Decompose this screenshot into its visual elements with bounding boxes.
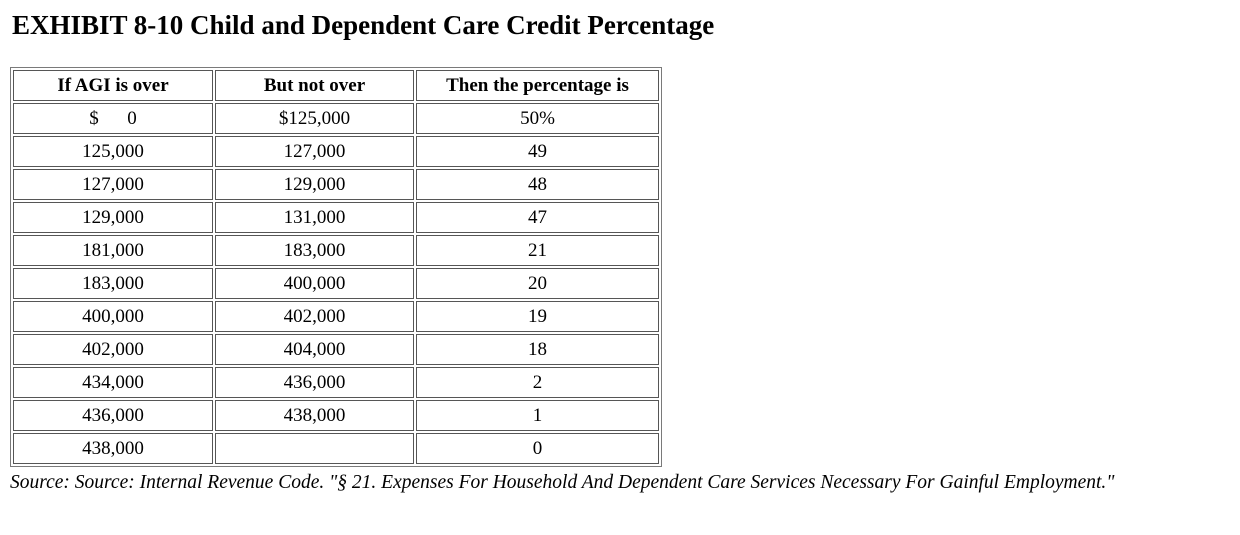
table-cell-agi-over: 436,000	[13, 400, 213, 431]
table-row: 400,000 402,000 19	[13, 301, 659, 332]
table-cell-percentage: 2	[416, 367, 659, 398]
column-header-but-not-over: But not over	[215, 70, 414, 101]
table-cell-agi-over: 438,000	[13, 433, 213, 464]
table-cell-agi-over: 434,000	[13, 367, 213, 398]
table-row: 129,000 131,000 47	[13, 202, 659, 233]
source-note: Source: Source: Internal Revenue Code. "…	[10, 472, 1115, 493]
table-cell-but-not-over: $125,000	[215, 103, 414, 134]
table-cell-percentage: 19	[416, 301, 659, 332]
table-cell-but-not-over: 183,000	[215, 235, 414, 266]
page-title: EXHIBIT 8-10 Child and Dependent Care Cr…	[12, 10, 715, 40]
table-cell-percentage: 18	[416, 334, 659, 365]
table-cell-but-not-over: 436,000	[215, 367, 414, 398]
table-cell-but-not-over	[215, 433, 414, 464]
table-row: 127,000 129,000 48	[13, 169, 659, 200]
table-row: 438,000 0	[13, 433, 659, 464]
table-row: 181,000 183,000 21	[13, 235, 659, 266]
table-cell-percentage: 49	[416, 136, 659, 167]
table-cell-agi-over: 127,000	[13, 169, 213, 200]
table-cell-percentage: 1	[416, 400, 659, 431]
table-cell-percentage: 50%	[416, 103, 659, 134]
table-cell-agi-over: 183,000	[13, 268, 213, 299]
table-row: 402,000 404,000 18	[13, 334, 659, 365]
table-cell-percentage: 47	[416, 202, 659, 233]
table-cell-percentage: 48	[416, 169, 659, 200]
table-cell-agi-over: 402,000	[13, 334, 213, 365]
table-cell-agi-over: 400,000	[13, 301, 213, 332]
table-cell-agi-over: $ 0	[13, 103, 213, 134]
table-cell-but-not-over: 402,000	[215, 301, 414, 332]
table-cell-but-not-over: 400,000	[215, 268, 414, 299]
table-cell-percentage: 0	[416, 433, 659, 464]
column-header-agi-over: If AGI is over	[13, 70, 213, 101]
table-cell-but-not-over: 404,000	[215, 334, 414, 365]
table-row: 434,000 436,000 2	[13, 367, 659, 398]
table-cell-but-not-over: 127,000	[215, 136, 414, 167]
table-cell-but-not-over: 129,000	[215, 169, 414, 200]
table-cell-agi-over: 181,000	[13, 235, 213, 266]
table-cell-but-not-over: 438,000	[215, 400, 414, 431]
table-cell-but-not-over: 131,000	[215, 202, 414, 233]
table-cell-agi-over: 129,000	[13, 202, 213, 233]
table-row: 183,000 400,000 20	[13, 268, 659, 299]
table-cell-agi-over: 125,000	[13, 136, 213, 167]
table-cell-percentage: 20	[416, 268, 659, 299]
table-row: $ 0 $125,000 50%	[13, 103, 659, 134]
table-row: 125,000 127,000 49	[13, 136, 659, 167]
credit-percentage-table: If AGI is over But not over Then the per…	[10, 67, 662, 467]
table-cell-percentage: 21	[416, 235, 659, 266]
table-header-row: If AGI is over But not over Then the per…	[13, 70, 659, 101]
column-header-percentage: Then the percentage is	[416, 70, 659, 101]
table-row: 436,000 438,000 1	[13, 400, 659, 431]
